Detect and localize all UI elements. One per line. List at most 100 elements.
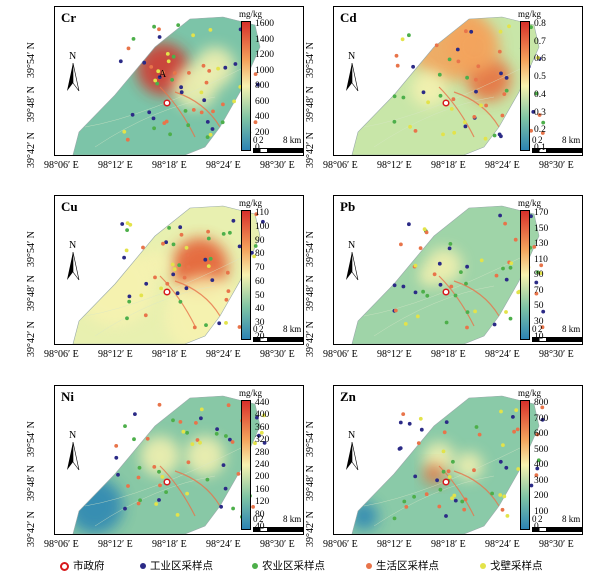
colorbar-tick-label: 600 — [255, 96, 270, 107]
sample-point — [416, 441, 421, 445]
sample-point — [442, 430, 447, 435]
sample-point — [516, 467, 521, 471]
colorbar-tick-label: 1000 — [255, 65, 274, 76]
sample-point — [137, 465, 142, 470]
sample-point — [145, 436, 150, 441]
latitude-label: 39°54′ N — [26, 421, 37, 457]
north-arrow-icon — [67, 63, 80, 92]
sample-point — [168, 132, 172, 137]
sample-point — [161, 241, 165, 246]
scale-end: 8 km — [283, 514, 302, 524]
sample-point — [142, 60, 147, 65]
colorbar-tick-label: 90 — [255, 235, 265, 246]
sample-point — [165, 52, 170, 56]
longitude-label: 98°12′ E — [98, 539, 133, 550]
colorbar — [520, 21, 530, 151]
sample-point — [192, 325, 197, 330]
colorbar-legend: mg/kg 800 700 600 500 400 300 200 100 0 — [518, 388, 578, 532]
sample-point — [535, 466, 540, 471]
sample-point — [153, 78, 158, 83]
sample-point — [131, 37, 136, 41]
map-canvas — [351, 395, 545, 534]
sample-point — [178, 225, 183, 230]
sample-point — [401, 95, 406, 100]
longitude-label: 98°18′ E — [152, 160, 187, 171]
map-canvas — [351, 205, 546, 344]
colorbar-tick-label: 200 — [255, 127, 270, 138]
sample-point — [157, 35, 162, 39]
sample-point — [456, 59, 461, 64]
sample-point — [421, 90, 426, 95]
sample-point — [253, 441, 257, 446]
sample-point — [465, 75, 469, 80]
sample-point — [504, 465, 509, 470]
sample-point — [413, 290, 418, 295]
sample-point — [403, 322, 408, 326]
sample-point — [501, 266, 505, 271]
colorbar-tick-label: 130 — [534, 239, 549, 249]
sample-point — [208, 256, 213, 261]
sample-point — [418, 246, 423, 250]
sample-point — [540, 405, 545, 410]
north-label: N — [348, 51, 356, 62]
sample-point — [126, 484, 130, 488]
sample-point — [136, 475, 141, 480]
sample-point — [462, 120, 467, 125]
sample-point — [171, 272, 176, 277]
latitude-label: 39°42′ N — [26, 321, 37, 357]
sample-point — [514, 408, 519, 412]
sample-point — [216, 66, 221, 71]
sample-point — [438, 93, 443, 98]
sample-point — [465, 325, 469, 330]
longitude-label: 98°30′ E — [539, 539, 574, 550]
sample-point — [469, 29, 474, 34]
sample-point — [441, 132, 445, 137]
sample-point — [444, 320, 449, 325]
latitude-label: 39°54′ N — [305, 231, 316, 267]
latitude-label: 39°48′ N — [26, 275, 37, 311]
sample-point — [136, 501, 141, 506]
sample-point — [132, 437, 136, 442]
sample-point — [422, 227, 427, 232]
colorbar-tick-label: 0.8 — [534, 19, 546, 29]
sample-point — [425, 293, 430, 298]
longitude-label: 98°12′ E — [377, 349, 412, 360]
sample-point — [202, 98, 207, 103]
sample-point — [472, 115, 477, 119]
sample-point — [508, 316, 513, 321]
sample-point — [147, 110, 152, 115]
scale-mid: 2 — [538, 324, 543, 334]
sample-point — [531, 110, 536, 114]
sample-point — [195, 438, 200, 442]
sample-point — [224, 434, 228, 438]
sample-point — [201, 63, 206, 68]
sample-point — [447, 57, 452, 62]
sample-point — [123, 424, 127, 428]
sample-point — [492, 322, 497, 327]
colorbar-unit: mg/kg — [518, 9, 542, 19]
latitude-label: 39°42′ N — [305, 321, 316, 357]
sample-point — [128, 222, 133, 227]
scale-bar: 0 2 8 km — [253, 135, 303, 153]
north-arrow: N — [344, 51, 364, 93]
colorbar-unit: mg/kg — [239, 388, 263, 398]
sample-point — [199, 110, 204, 115]
longitude-label: 98°24′ E — [206, 349, 241, 360]
colorbar-tick-label: 500 — [534, 444, 549, 455]
scale-zero: 0 — [253, 514, 258, 524]
sample-point — [392, 516, 397, 521]
sample-point — [537, 113, 542, 117]
colorbar-tick-label: 80 — [255, 249, 265, 260]
sample-point — [186, 123, 191, 128]
longitude-label: 98°30′ E — [260, 160, 295, 171]
scale-mid: 2 — [538, 514, 543, 524]
sample-point — [156, 69, 161, 74]
sample-point — [504, 88, 509, 93]
sample-point — [133, 412, 137, 416]
scale-end: 8 km — [562, 514, 581, 524]
sample-point — [540, 131, 545, 135]
sample-point — [125, 228, 129, 232]
sample-point — [536, 55, 540, 60]
sample-point — [253, 72, 258, 76]
sample-point — [157, 75, 162, 79]
